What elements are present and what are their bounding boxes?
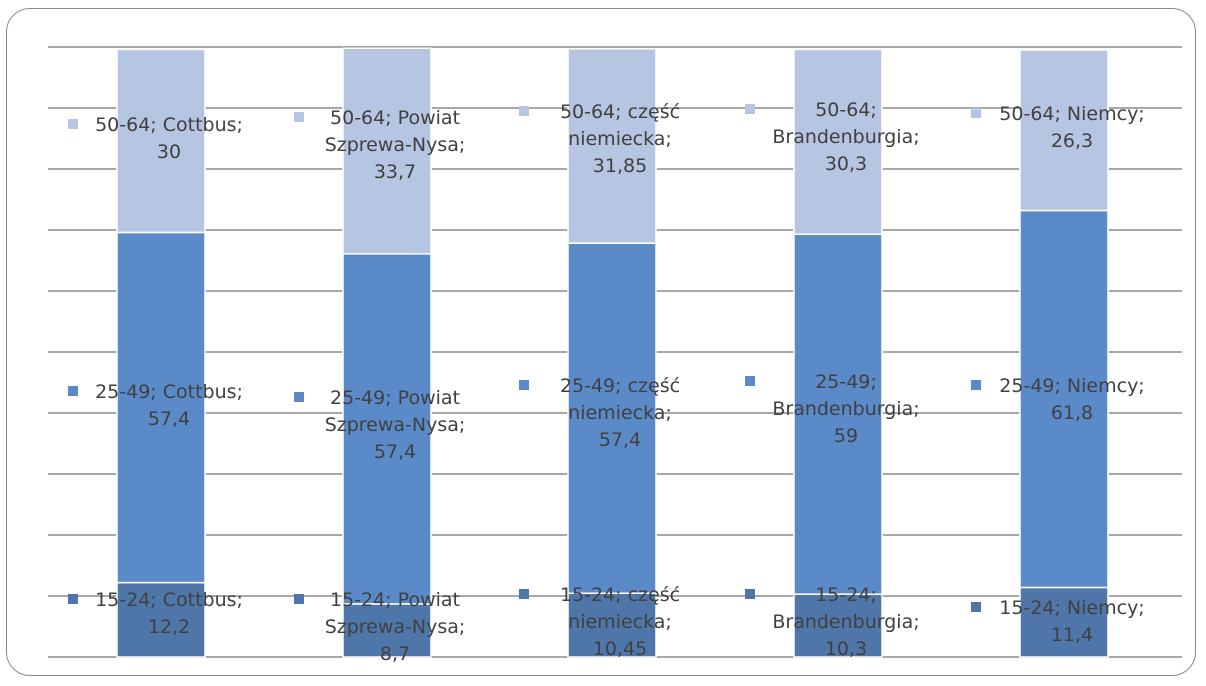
data-label-line: 59 xyxy=(834,425,858,447)
data-label-15-24: 15-24; Powiat Szprewa-Nysa; 8,7 xyxy=(294,589,465,665)
data-label-line: 25-49; Niemcy; xyxy=(999,375,1144,397)
label-key-marker xyxy=(68,119,78,129)
label-key-marker xyxy=(68,594,78,604)
data-label-line: 50-64; xyxy=(815,99,877,121)
bar-segment-15-24 xyxy=(793,593,883,658)
data-label-line: niemiecka; xyxy=(568,128,672,150)
data-label-line: 50-64; Powiat xyxy=(330,107,460,129)
data-label-15-24: 15-24; Brandenburgia; 10,3 xyxy=(745,584,920,660)
label-key-marker xyxy=(294,594,304,604)
data-label-50-64: 50-64; Powiat Szprewa-Nysa; 33,7 xyxy=(294,107,465,183)
data-label-25-49: 25-49; Cottbus; 57,4 xyxy=(68,381,243,430)
label-key-marker xyxy=(745,104,755,114)
data-label-50-64: 50-64; Niemcy; 26,3 xyxy=(971,103,1145,152)
label-key-marker xyxy=(971,602,981,612)
data-label-line: Szprewa-Nysa; xyxy=(325,616,466,638)
bars xyxy=(116,47,1109,658)
data-label-line: 57,4 xyxy=(374,441,416,463)
data-label-line: 26,3 xyxy=(1051,130,1093,152)
data-label-line: 57,4 xyxy=(148,408,190,430)
bar-segment-25-49 xyxy=(567,242,657,595)
data-labels: 15-24; Cottbus; 12,2 15-24; Powiat Szprewa-… xyxy=(68,99,1145,665)
data-label-line: 15-24; xyxy=(815,584,877,606)
bar-segment-15-24 xyxy=(342,603,432,658)
data-label-line: 57,4 xyxy=(599,429,641,451)
label-key-marker xyxy=(294,112,304,122)
data-label-15-24: 15-24; Cottbus; 12,2 xyxy=(68,589,243,638)
data-label-line: Brandenburgia; xyxy=(772,126,919,148)
bar-segment-25-49 xyxy=(1019,209,1109,589)
bar-segment-50-64 xyxy=(342,47,432,255)
data-label-25-49: 25-49; Niemcy; 61,8 xyxy=(971,375,1145,424)
label-key-marker xyxy=(294,392,304,402)
bar-segment-50-64 xyxy=(1019,49,1109,212)
data-label-15-24: 15-24; część niemiecka; 10,45 xyxy=(519,584,680,660)
data-label-line: Brandenburgia; xyxy=(772,611,919,633)
data-label-line: 15-24; Cottbus; xyxy=(95,589,243,611)
data-label-25-49: 25-49; Brandenburgia; 59 xyxy=(745,371,920,447)
bar-segment-50-64 xyxy=(567,48,657,244)
label-key-marker xyxy=(519,380,529,390)
bar-segment-25-49 xyxy=(793,233,883,595)
data-label-line: 15-24; Niemcy; xyxy=(999,597,1144,619)
data-label-line: niemiecka; xyxy=(568,402,672,424)
data-label-25-49: 25-49; Powiat Szprewa-Nysa; 57,4 xyxy=(294,387,465,463)
label-key-marker xyxy=(745,376,755,386)
label-key-marker xyxy=(68,386,78,396)
data-label-line: 33,7 xyxy=(374,161,416,183)
data-label-line: 31,85 xyxy=(593,155,647,177)
data-label-line: 30 xyxy=(157,141,181,163)
data-label-line: 25-49; Cottbus; xyxy=(95,381,243,403)
data-label-line: 15-24; Powiat xyxy=(330,589,460,611)
data-label-line: 50-64; Cottbus; xyxy=(95,114,243,136)
bar-segment-50-64 xyxy=(793,48,883,236)
data-label-line: 25-49; Powiat xyxy=(330,387,460,409)
data-label-line: 25-49; xyxy=(815,371,877,393)
label-key-marker xyxy=(519,589,529,599)
data-label-50-64: 50-64; Brandenburgia; 30,3 xyxy=(745,99,920,175)
data-label-line: 8,7 xyxy=(380,643,410,665)
label-key-marker xyxy=(745,589,755,599)
data-label-line: 61,8 xyxy=(1051,402,1093,424)
data-label-line: 10,45 xyxy=(593,638,647,660)
label-key-marker xyxy=(971,108,981,118)
data-label-line: 12,2 xyxy=(148,616,190,638)
data-label-line: 50-64; Niemcy; xyxy=(999,103,1144,125)
data-label-50-64: 50-64; Cottbus; 30 xyxy=(68,114,243,163)
data-label-25-49: 25-49; część niemiecka; 57,4 xyxy=(519,375,680,451)
label-key-marker xyxy=(971,380,981,390)
data-label-line: Szprewa-Nysa; xyxy=(325,414,466,436)
data-label-line: 50-64; część xyxy=(560,101,680,123)
data-label-line: 15-24; część xyxy=(560,584,680,606)
data-label-line: 10,3 xyxy=(825,638,867,660)
data-label-line: 25-49; część xyxy=(560,375,680,397)
label-key-marker xyxy=(519,106,529,116)
data-label-50-64: 50-64; część niemiecka; 31,85 xyxy=(519,101,680,177)
data-label-line: 30,3 xyxy=(825,153,867,175)
data-label-line: Szprewa-Nysa; xyxy=(325,134,466,156)
bar-segment-25-49 xyxy=(116,231,206,584)
data-label-15-24: 15-24; Niemcy; 11,4 xyxy=(971,597,1145,646)
data-label-line: niemiecka; xyxy=(568,611,672,633)
data-label-line: Brandenburgia; xyxy=(772,398,919,420)
data-label-line: 11,4 xyxy=(1051,624,1093,646)
bar-segment-15-24 xyxy=(116,581,206,658)
bar-segment-50-64 xyxy=(116,48,206,234)
